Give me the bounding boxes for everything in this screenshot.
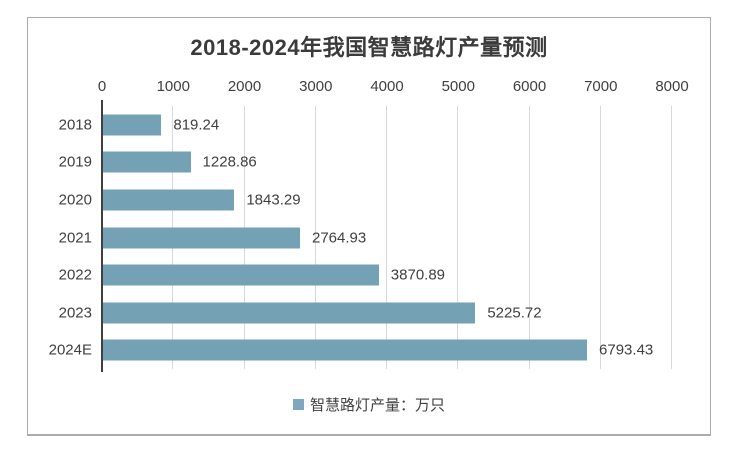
category-label: 2023 <box>58 304 92 322</box>
grid-line <box>671 106 672 369</box>
bar <box>103 151 191 173</box>
bar-value-label: 3870.89 <box>390 266 446 284</box>
bar-value-label: 6793.43 <box>599 341 654 359</box>
bar-row: 2021 2764.93 <box>28 219 712 257</box>
bar <box>103 114 162 136</box>
x-tick-label: 5000 <box>441 78 475 95</box>
bar-row: 2023 5225.72 <box>28 294 712 332</box>
bar-rows: 2018 819.24 2019 1228.86 2020 1843.29 2021 2764… <box>28 106 712 369</box>
x-tick-label: 7000 <box>584 78 618 95</box>
bar-row: 2019 1228.86 <box>28 144 712 182</box>
bar <box>103 227 300 249</box>
legend-swatch-icon <box>292 399 304 410</box>
legend-label: 智慧路灯产量：万只 <box>309 397 445 414</box>
bar-value-label: 5225.72 <box>487 304 542 322</box>
category-label: 2024E <box>48 341 92 359</box>
bar-value-label: 2764.93 <box>312 229 367 247</box>
y-axis-line <box>101 100 103 372</box>
bar-row: 2020 1843.29 <box>28 181 712 219</box>
category-label: 2022 <box>58 266 92 284</box>
bar <box>103 264 379 286</box>
x-tick-label: 6000 <box>512 78 547 95</box>
bar-value-label: 819.24 <box>173 116 220 134</box>
chart-title: 2018-2024年我国智慧路灯产量预测 <box>190 35 548 60</box>
grid-line <box>314 106 316 369</box>
bar <box>103 302 476 324</box>
x-tick-label: 3000 <box>299 78 333 95</box>
x-tick-label: 8000 <box>655 78 689 95</box>
bar <box>103 189 235 211</box>
grid-line <box>457 106 459 369</box>
grid-line <box>528 106 530 369</box>
bar-value-label: 1228.86 <box>202 153 257 171</box>
bar <box>103 339 588 361</box>
bar-row: 2024E 6793.43 <box>28 331 712 369</box>
x-tick-label: 1000 <box>156 78 190 95</box>
bar-row: 2022 3870.89 <box>28 256 712 294</box>
bar-row: 2018 819.24 <box>28 106 712 144</box>
chart-frame: 2018-2024年我国智慧路灯产量预测 0 1000 2000 3000 4000 50… <box>27 17 711 436</box>
category-label: 2019 <box>58 153 92 171</box>
category-label: 2018 <box>58 116 92 134</box>
legend: 智慧路灯产量：万只 <box>28 394 710 415</box>
grid-line <box>386 106 387 369</box>
category-label: 2020 <box>58 191 92 209</box>
x-tick-label: 0 <box>97 78 107 95</box>
x-tick-label: 4000 <box>370 78 404 95</box>
x-axis-tick-labels: 0 1000 2000 3000 4000 5000 6000 7000 8000 <box>28 78 710 96</box>
bar-value-label: 1843.29 <box>246 191 301 209</box>
grid-line <box>599 106 601 369</box>
x-tick-label: 2000 <box>227 78 262 95</box>
category-label: 2021 <box>58 229 92 247</box>
